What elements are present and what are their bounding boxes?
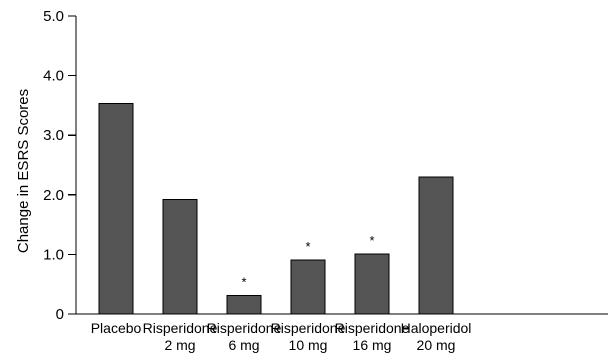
- x-tick-label-line: Risperidone: [143, 320, 218, 336]
- x-tick-label-line: Risperidone: [271, 320, 346, 336]
- y-tick-label: 5.0: [43, 8, 64, 25]
- x-tick-label-line: 16 mg: [353, 337, 392, 353]
- significance-marker: *: [241, 275, 246, 290]
- x-tick-label-line: 6 mg: [228, 337, 259, 353]
- x-tick-label-line: 20 mg: [417, 337, 456, 353]
- x-tick-label-line: Risperidone: [207, 320, 282, 336]
- x-tick-label-line: Haloperidol: [401, 320, 472, 336]
- x-tick-label-line: Risperidone: [335, 320, 410, 336]
- bar: [162, 199, 198, 315]
- x-tick-label: Risperidone 10 mg: [271, 320, 346, 353]
- x-tick-label: Placebo: [91, 320, 142, 336]
- y-tick-label: 3.0: [43, 127, 64, 144]
- y-tick-label: 2.0: [43, 187, 64, 204]
- y-tick-label: 1.0: [43, 246, 64, 263]
- y-axis-label: Change in ESRS Scores: [15, 89, 32, 253]
- x-tick-label: Risperidone 16 mg: [335, 320, 410, 353]
- y-tick-label: 4.0: [43, 68, 64, 85]
- significance-marker: *: [369, 233, 374, 248]
- x-tick-label: Haloperidol 20 mg: [401, 320, 472, 353]
- x-tick-label-line: 2 mg: [164, 337, 195, 353]
- significance-marker: *: [305, 239, 310, 254]
- x-tick-label: Risperidone 6 mg: [207, 320, 282, 353]
- x-tick-label-line: 10 mg: [289, 337, 328, 353]
- x-tick-label-line: Placebo: [91, 320, 142, 336]
- bar: [98, 103, 134, 315]
- bar: [290, 259, 326, 315]
- bar: [418, 176, 454, 315]
- bar: [354, 253, 390, 315]
- y-tick-label: 0: [56, 306, 64, 323]
- x-tick-label: Risperidone 2 mg: [143, 320, 218, 353]
- bar: [226, 295, 262, 315]
